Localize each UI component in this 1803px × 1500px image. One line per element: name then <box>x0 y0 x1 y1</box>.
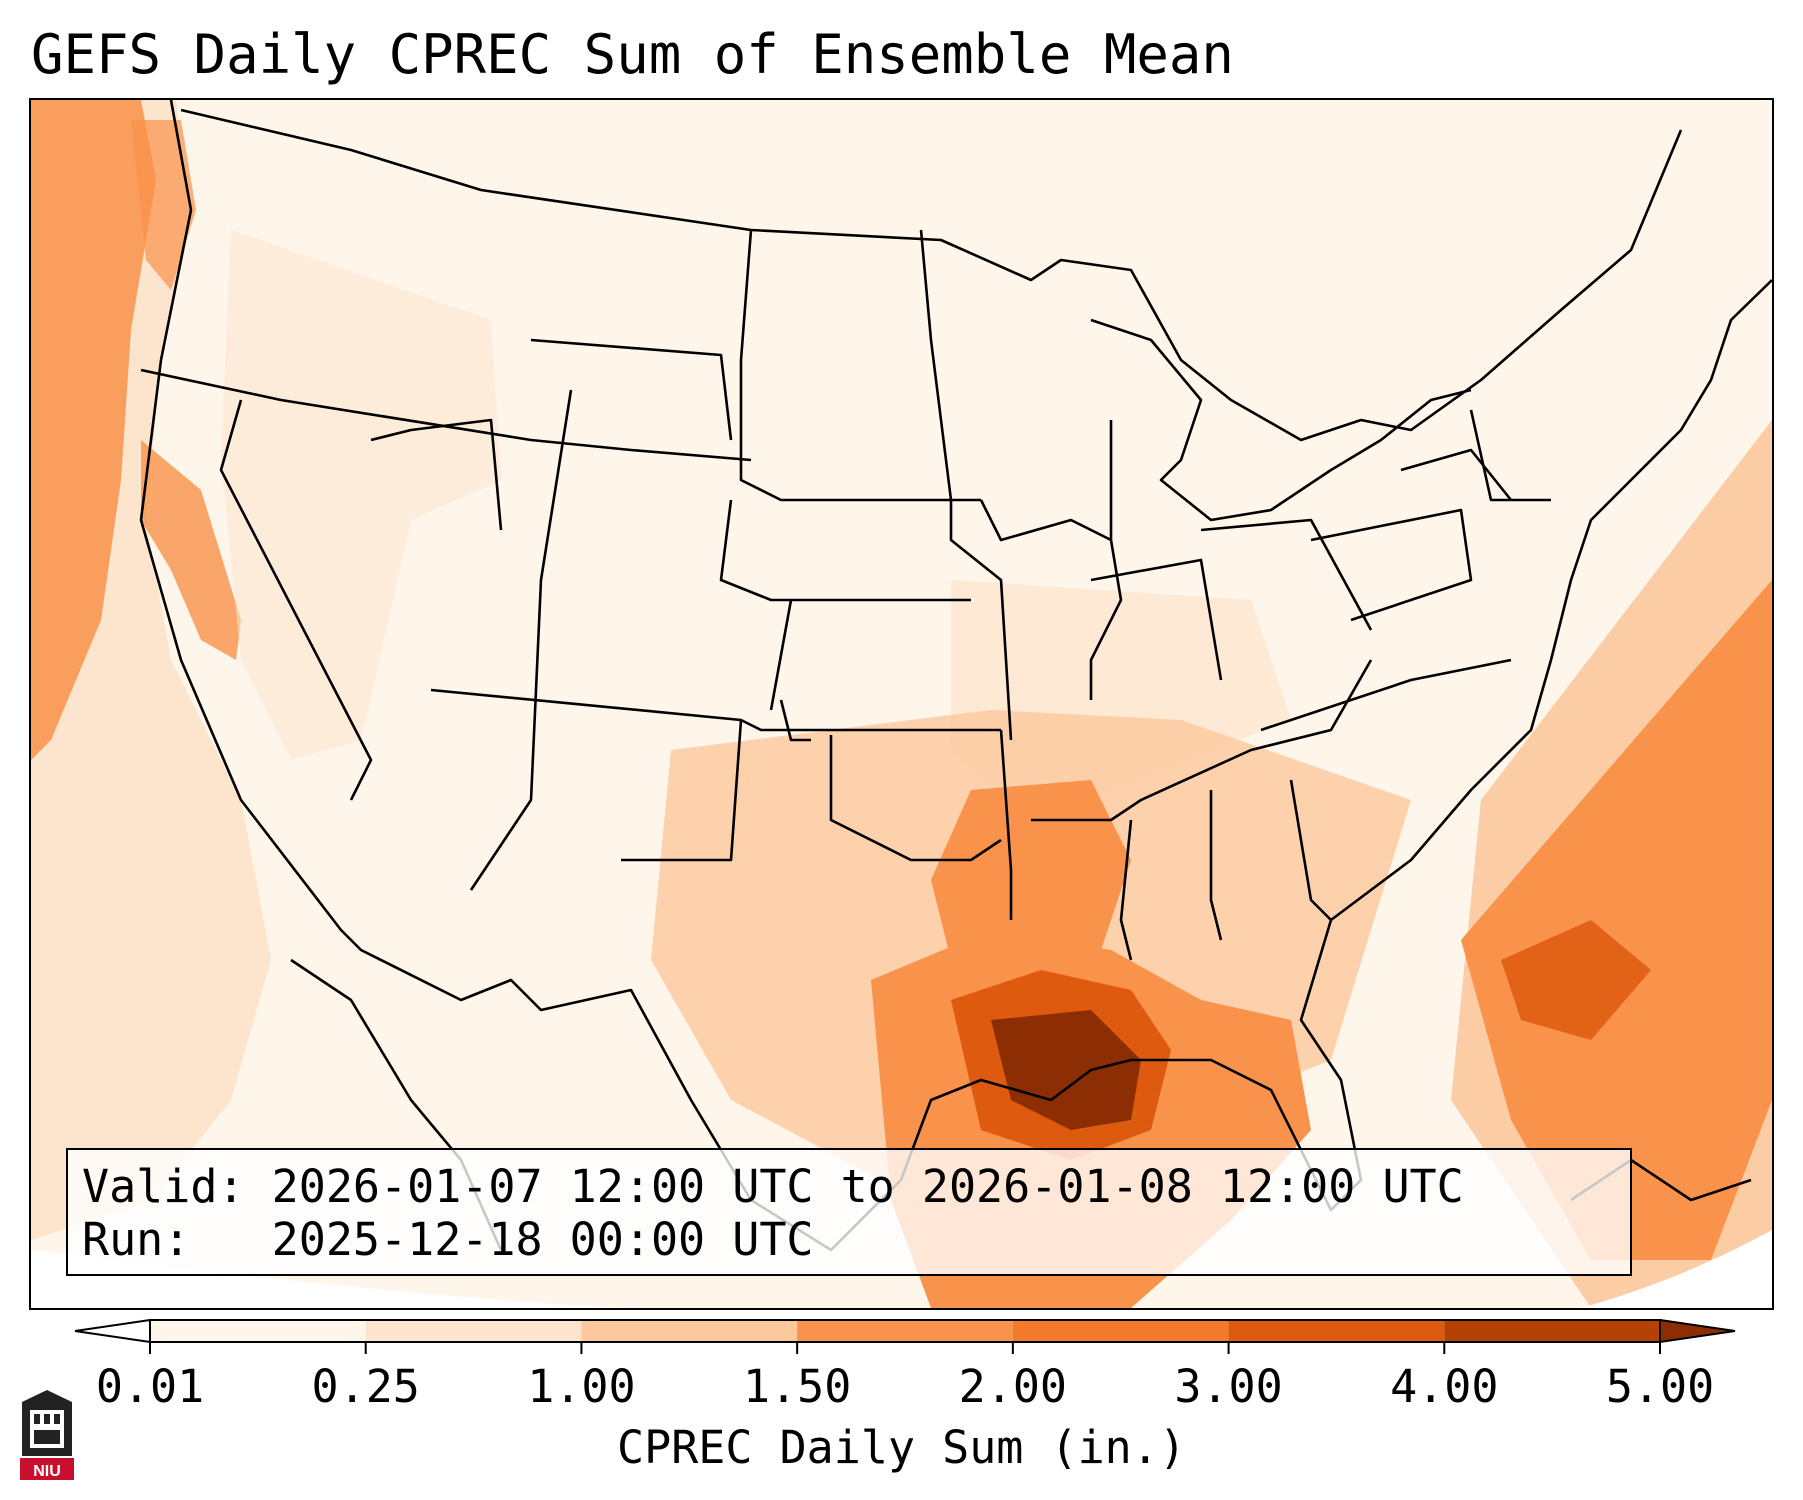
svg-text:NIU: NIU <box>33 1463 61 1480</box>
colorbar-segment <box>797 1320 1013 1342</box>
colorbar-segment <box>365 1320 582 1342</box>
colorbar-tick-label: 4.00 <box>1390 1360 1498 1413</box>
atlantic-moderate <box>1461 580 1772 1260</box>
nw-coast-moderate <box>131 120 196 290</box>
colorbar-tick-label: 1.50 <box>743 1360 851 1413</box>
valid-run-info-box: Valid: 2026-01-07 12:00 UTC to 2026-01-0… <box>66 1148 1632 1276</box>
colorbar-segment <box>1228 1320 1445 1342</box>
great-lakes <box>1090 318 1472 522</box>
colorbar-under-arrow <box>74 1318 151 1344</box>
niu-logo-icon: NIU <box>18 1386 76 1482</box>
colorbar-ticks: 0.01 0.25 1.00 1.50 2.00 3.00 4.00 5.00 <box>96 1342 1714 1413</box>
colorbar-tick-label: 3.00 <box>1174 1360 1282 1413</box>
california-moderate <box>141 440 241 660</box>
gulf-max <box>991 1010 1141 1130</box>
colorbar-tick-label: 5.00 <box>1606 1360 1714 1413</box>
run-label: Run: <box>82 1213 191 1266</box>
colorbar: 0.01 0.25 1.00 1.50 2.00 3.00 4.00 5.00 <box>74 1318 1736 1413</box>
state-boundaries <box>139 100 1772 1252</box>
colorbar-segment <box>150 1320 366 1342</box>
projection-corner-right <box>1581 1230 1772 1308</box>
canada-border <box>180 108 1683 442</box>
map-panel <box>29 98 1774 1310</box>
colorbar-segment <box>581 1320 798 1342</box>
colorbar-boxes <box>74 1318 1736 1344</box>
colorbar-over-arrow <box>1659 1318 1736 1344</box>
colorbar-tick-label: 0.01 <box>96 1360 204 1413</box>
run-value: 2025-12-18 00:00 UTC <box>271 1213 814 1266</box>
colorbar-segment <box>1012 1320 1229 1342</box>
atlantic-strong <box>1501 920 1651 1040</box>
valid-label: Valid: <box>82 1160 245 1213</box>
precip-map <box>31 100 1772 1308</box>
colorbar-segment <box>1444 1320 1660 1342</box>
interior-light <box>221 230 501 760</box>
colorbar-label: CPREC Daily Sum (in.) <box>617 1421 1186 1474</box>
page-title: GEFS Daily CPREC Sum of Ensemble Mean <box>31 23 1234 86</box>
colorbar-tick-label: 1.00 <box>527 1360 635 1413</box>
colorbar-tick-label: 2.00 <box>959 1360 1067 1413</box>
valid-value: 2026-01-07 12:00 UTC to 2026-01-08 12:00… <box>271 1160 1464 1213</box>
us-outline <box>139 100 1772 1252</box>
pacific-moderate <box>31 100 156 760</box>
colorbar-outline <box>149 1319 1661 1343</box>
projection-corner-left <box>31 1250 631 1308</box>
precip-fills <box>31 100 1772 1308</box>
colorbar-tick-label: 0.25 <box>312 1360 420 1413</box>
